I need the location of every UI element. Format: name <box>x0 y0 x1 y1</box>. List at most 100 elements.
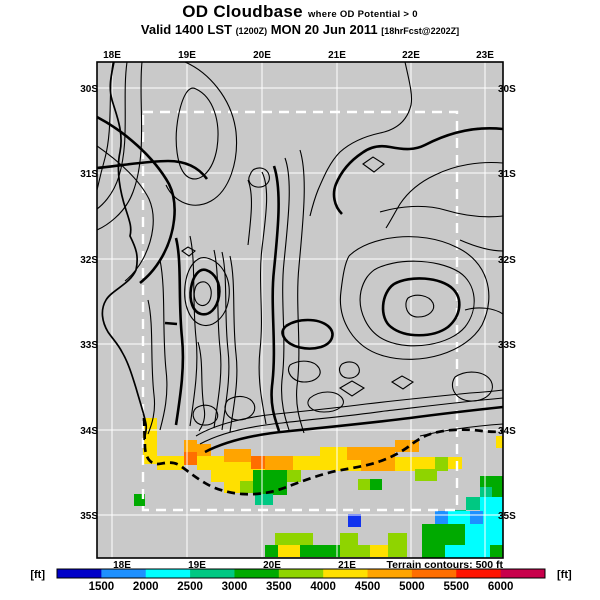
cloudbase-cell <box>422 545 445 558</box>
terrain-contour <box>97 115 176 284</box>
cloudbase-cell <box>143 432 157 446</box>
axis-label-right-35S: 35S <box>498 511 516 522</box>
terrain-contour <box>281 157 290 431</box>
cloudbase-cell <box>480 487 492 498</box>
cloudbase-cell <box>470 511 483 524</box>
cloudbase-cell <box>388 533 407 557</box>
colorbar-segment-1 <box>101 569 147 578</box>
axis-label-left-32S: 32S <box>80 255 98 266</box>
colorbar-unit-left: [ft] <box>30 569 45 581</box>
terrain-contour <box>97 62 128 210</box>
cloudbase-cell <box>395 457 435 471</box>
cloudbase-cell <box>496 436 503 448</box>
terrain-contour <box>451 371 493 402</box>
axis-label-bottom-21E: 21E <box>338 560 356 571</box>
cloudbase-cell <box>197 456 224 470</box>
colorbar-tick-2000: 2000 <box>133 581 159 593</box>
axis-label-top-20E: 20E <box>253 50 271 61</box>
cloudbase-cell <box>448 457 462 469</box>
axis-label-left-34S: 34S <box>80 426 98 437</box>
axis-label-right-34S: 34S <box>498 426 516 437</box>
cloudbase-cell <box>251 456 265 470</box>
colorbar-tick-2500: 2500 <box>177 581 203 593</box>
cloudbase-cell <box>358 479 370 490</box>
colorbar-segment-8 <box>411 569 457 578</box>
terrain-contour <box>381 277 461 337</box>
colorbar-tick-5500: 5500 <box>443 581 469 593</box>
cloudbase-cell <box>492 487 503 498</box>
coastline <box>101 62 148 441</box>
axis-label-top-19E: 19E <box>178 50 196 61</box>
terrain-contour <box>309 62 413 217</box>
terrain-contour <box>258 171 268 425</box>
axis-label-top-22E: 22E <box>402 50 420 61</box>
cloudbase-cell <box>278 545 300 557</box>
terrain-contour <box>199 397 503 445</box>
cloudbase-cell <box>211 469 265 482</box>
terrain-contour <box>224 395 256 421</box>
cloudbase-cell <box>184 440 197 453</box>
terrain-contour <box>165 62 238 206</box>
colorbar-segment-2 <box>145 569 191 578</box>
cloudbase-cell <box>358 545 370 557</box>
colorbar-segment-6 <box>323 569 369 578</box>
cloudbase-cell <box>465 524 503 545</box>
axis-label-left-33S: 33S <box>80 340 98 351</box>
cloudbase-cell <box>435 457 448 471</box>
terrain-contour <box>164 321 178 326</box>
terrain-contour <box>281 318 334 350</box>
axis-label-top-21E: 21E <box>328 50 346 61</box>
colorbar-segment-9 <box>456 569 502 578</box>
terrain-contour <box>159 259 168 431</box>
cloudbase-cell <box>300 545 340 557</box>
cloudbase-cell <box>466 497 480 510</box>
axis-label-bottom-18E: 18E <box>113 560 131 571</box>
colorbar-segment-7 <box>367 569 413 578</box>
terrain-contour <box>296 149 305 434</box>
cloudbase-cell <box>275 533 313 545</box>
colorbar-tick-4500: 4500 <box>355 581 381 593</box>
terrain-contour <box>174 237 185 426</box>
cloudbase-cell <box>240 481 253 493</box>
terrain-contour <box>464 307 503 315</box>
cloudbase-cell <box>134 494 145 506</box>
title-line-1: OD Cloudbase where OD Potential > 0 <box>0 2 600 22</box>
axis-label-top-18E: 18E <box>103 50 121 61</box>
terrain-contour <box>147 299 156 435</box>
axis-label-left-31S: 31S <box>80 169 98 180</box>
cloudbase-cell <box>320 447 347 460</box>
cloudbase-cell <box>435 511 448 524</box>
cloudbase-cell <box>445 545 490 558</box>
valid-date: MON 20 Jun 2011 <box>270 22 378 37</box>
terrain-contour <box>390 375 415 390</box>
terrain-contour <box>459 239 503 252</box>
terrain-contour <box>204 405 503 454</box>
colorbar-segment-3 <box>190 569 235 578</box>
terrain-contour <box>339 236 490 360</box>
axis-label-left-30S: 30S <box>80 84 98 95</box>
cloudbase-cell <box>347 447 395 460</box>
axis-label-right-33S: 33S <box>498 340 516 351</box>
cloudbase-cell <box>334 460 361 471</box>
terrain-contour <box>192 404 219 426</box>
terrain-contour <box>181 246 196 257</box>
axis-label-right-32S: 32S <box>498 255 516 266</box>
cloudbase-cell <box>370 479 382 490</box>
colorbar-segment-10 <box>500 569 546 578</box>
colorbar-tick-1500: 1500 <box>89 581 115 593</box>
map-frame <box>96 61 504 559</box>
title-line-2: Valid 1400 LST (1200Z) MON 20 Jun 2011 [… <box>0 22 600 37</box>
colorbar-segment-0 <box>57 569 102 578</box>
valid-time: Valid 1400 LST <box>140 22 232 37</box>
title-block: OD Cloudbase where OD Potential > 0 Vali… <box>0 2 600 37</box>
cloudbase-cell <box>361 460 395 471</box>
terrain-note: Terrain contours: 500 ft <box>387 559 504 571</box>
cloudbase-cell <box>265 456 293 470</box>
model-domain-box <box>141 110 459 512</box>
terrain-contour <box>405 294 435 318</box>
terrain-contour <box>175 87 219 180</box>
terrain-contour <box>247 179 253 246</box>
terrain-contour <box>213 249 222 429</box>
